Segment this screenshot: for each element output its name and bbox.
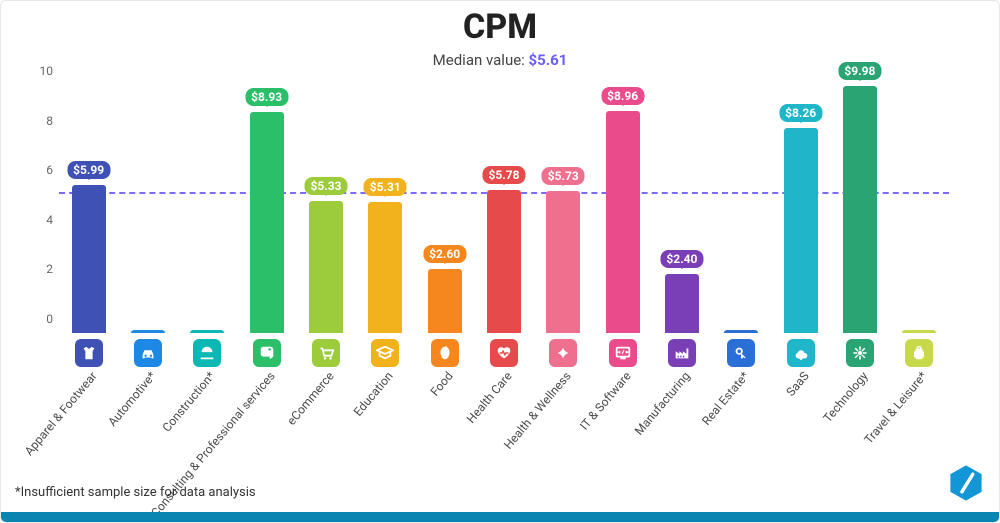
food-icon: [431, 339, 459, 367]
bar-column: [712, 73, 771, 333]
icon-column: [830, 337, 889, 369]
label-column: Health & Wellness: [534, 373, 593, 493]
icon-column: [178, 337, 237, 369]
bar: [724, 330, 758, 333]
icon-column: [415, 337, 474, 369]
bar-column: $2.60: [415, 73, 474, 333]
bar: [309, 201, 343, 333]
y-tick: 8: [46, 114, 53, 128]
footnote: *Insufficient sample size for data analy…: [15, 485, 256, 500]
label-column: Consulting & Professional services: [237, 373, 296, 493]
travel-icon: [905, 339, 933, 367]
icon-column: [652, 337, 711, 369]
icon-column: [59, 337, 118, 369]
bar-column: $8.96: [593, 73, 652, 333]
ecommerce-icon: [312, 339, 340, 367]
icon-column: [118, 337, 177, 369]
chart-card: CPM Median value: $5.61 $5.99$8.93$5.33$…: [0, 0, 1000, 523]
label-column: Travel & Leisure*: [890, 373, 949, 493]
bar-column: $8.26: [771, 73, 830, 333]
y-tick: 0: [46, 312, 53, 326]
icon-column: [237, 337, 296, 369]
automotive-icon: [134, 339, 162, 367]
bar-column: [890, 73, 949, 333]
subtitle-label: Median value:: [433, 51, 529, 69]
y-tick: 4: [46, 213, 53, 227]
realestate-icon: [727, 339, 755, 367]
labels-row: Apparel & FootwearAutomotive*Constructio…: [59, 373, 949, 493]
technology-icon: [846, 339, 874, 367]
apparel-icon: [75, 339, 103, 367]
bottom-accent: [1, 512, 999, 522]
bar-column: $9.98: [830, 73, 889, 333]
education-icon: [371, 339, 399, 367]
bar: [250, 112, 284, 333]
y-tick: 2: [46, 262, 53, 276]
label-column: Food: [415, 373, 474, 493]
bar: [131, 330, 165, 333]
label-column: eCommerce: [296, 373, 355, 493]
label-column: Manufacturing: [652, 373, 711, 493]
label-column: Apparel & Footwear: [59, 373, 118, 493]
bar-column: $5.73: [534, 73, 593, 333]
healthcare-icon: [490, 339, 518, 367]
icon-column: [890, 337, 949, 369]
icon-column: [593, 337, 652, 369]
icon-column: [474, 337, 533, 369]
icon-column: [534, 337, 593, 369]
bar: [902, 330, 936, 333]
bar-column: [118, 73, 177, 333]
category-label: Education: [351, 369, 396, 419]
bar-column: $2.40: [652, 73, 711, 333]
bar: [606, 111, 640, 333]
bar: [72, 185, 106, 333]
icon-column: [296, 337, 355, 369]
software-icon: [609, 339, 637, 367]
brand-logo: [949, 464, 983, 502]
y-tick: 6: [46, 163, 53, 177]
saas-icon: [787, 339, 815, 367]
bar: [368, 202, 402, 333]
subtitle-value: $5.61: [529, 51, 568, 69]
construction-icon: [193, 339, 221, 367]
bar-column: $5.99: [59, 73, 118, 333]
bar: [784, 128, 818, 333]
bar: [546, 191, 580, 333]
bar: [428, 269, 462, 333]
wellness-icon: [549, 339, 577, 367]
icons-row: [59, 337, 949, 369]
bar: [487, 190, 521, 333]
label-column: SaaS: [771, 373, 830, 493]
label-column: Real Estate*: [712, 373, 771, 493]
bar: [843, 86, 877, 333]
category-label: Apparel & Footwear: [21, 369, 99, 458]
bar-column: [178, 73, 237, 333]
consulting-icon: [253, 339, 281, 367]
chart-title: CPM: [1, 7, 999, 47]
icon-column: [712, 337, 771, 369]
bar-column: $5.33: [296, 73, 355, 333]
chart-area: $5.99 $8.93$5.33$5.31$2.60$5.78$5.73$8.96…: [59, 73, 949, 333]
bar-column: $8.93: [237, 73, 296, 333]
bar: [665, 274, 699, 333]
icon-column: [356, 337, 415, 369]
label-column: Education: [356, 373, 415, 493]
category-label: Food: [427, 369, 455, 399]
manufacturing-icon: [668, 339, 696, 367]
icon-column: [771, 337, 830, 369]
y-tick: 10: [40, 64, 54, 78]
bar: [190, 330, 224, 333]
category-label: SaaS: [783, 369, 811, 399]
bar-column: $5.78: [474, 73, 533, 333]
bar-column: $5.31: [356, 73, 415, 333]
bars-container: $5.99 $8.93$5.33$5.31$2.60$5.78$5.73$8.96…: [59, 73, 949, 333]
